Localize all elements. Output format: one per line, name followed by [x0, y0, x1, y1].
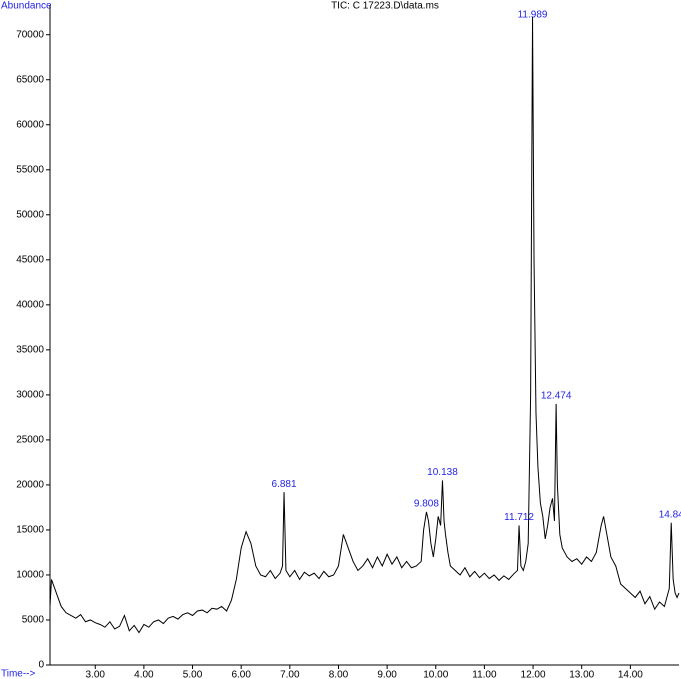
- x-tick-label: 8.00: [329, 670, 349, 679]
- y-tick-label: 65000: [16, 74, 44, 85]
- x-axis-label: Time-->: [1, 669, 36, 679]
- trace-line: [49, 16, 680, 634]
- peak-label: 9.808: [414, 499, 439, 510]
- y-tick-label: 60000: [16, 119, 44, 130]
- y-tick-label: 40000: [16, 299, 44, 310]
- x-tick-label: 10.00: [423, 670, 448, 679]
- y-tick-label: 0: [38, 660, 44, 671]
- peak-label: 10.138: [427, 467, 458, 478]
- x-tick-label: 12.00: [521, 670, 546, 679]
- x-tick-label: 9.00: [377, 670, 397, 679]
- peak-label: 14.84: [659, 509, 681, 520]
- x-tick-label: 7.00: [280, 670, 300, 679]
- x-tick-label: 5.00: [183, 670, 203, 679]
- y-tick-label: 45000: [16, 254, 44, 265]
- y-tick-label: 55000: [16, 164, 44, 175]
- y-tick-label: 20000: [16, 480, 44, 491]
- peak-label: 11.712: [504, 512, 534, 523]
- y-axis-label: Abundance: [1, 1, 52, 12]
- peak-label: 11.989: [518, 10, 548, 21]
- peak-label: 6.881: [272, 479, 297, 490]
- y-tick-label: 30000: [16, 390, 44, 401]
- peak-label: 12.474: [541, 391, 572, 402]
- y-tick-label: 35000: [16, 344, 44, 355]
- y-tick-label: 70000: [16, 29, 44, 40]
- x-tick-label: 14.00: [618, 670, 643, 679]
- y-tick-label: 50000: [16, 209, 44, 220]
- x-tick-label: 6.00: [231, 670, 251, 679]
- x-tick-label: 11.00: [472, 670, 497, 679]
- y-tick-label: 5000: [22, 615, 45, 626]
- x-tick-label: 3.00: [86, 670, 106, 679]
- y-tick-label: 10000: [16, 570, 44, 581]
- x-tick-label: 13.00: [569, 670, 594, 679]
- x-tick-label: 4.00: [134, 670, 154, 679]
- y-tick-label: 15000: [16, 525, 44, 536]
- chart-title: TIC: C 17223.D\data.ms: [331, 1, 439, 12]
- y-tick-label: 25000: [16, 435, 44, 446]
